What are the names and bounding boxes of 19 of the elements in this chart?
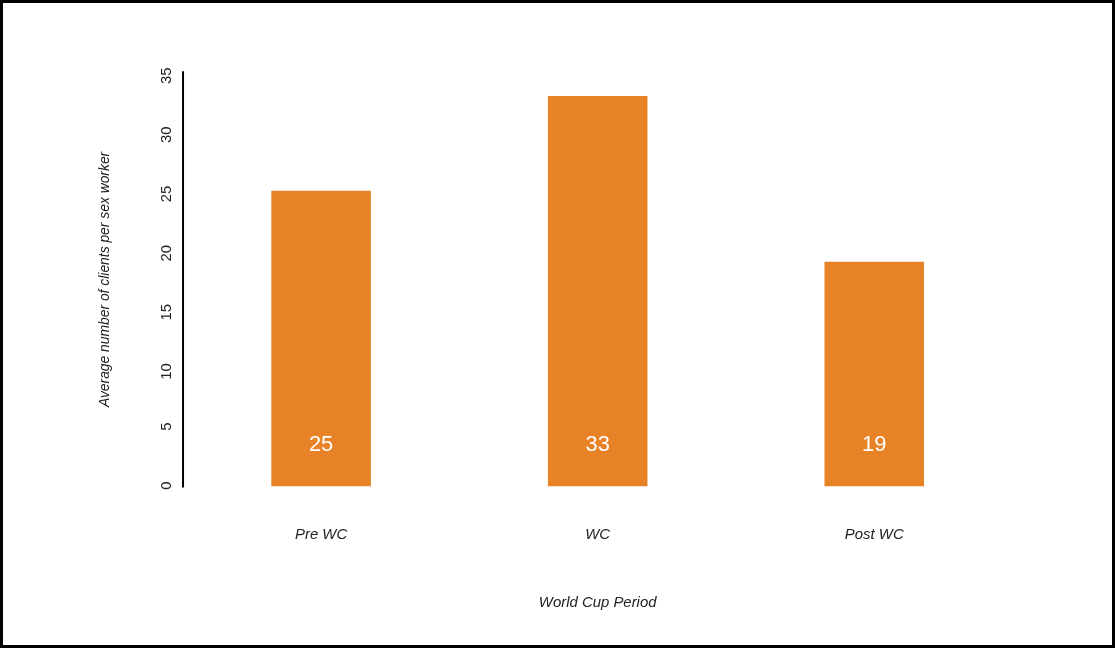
y-tick-label: 5 — [158, 422, 175, 431]
x-axis-title: World Cup Period — [538, 593, 658, 610]
bar — [824, 261, 925, 487]
y-tick-label: 20 — [158, 244, 175, 262]
y-axis-title: Average number of clients per sex worker — [95, 150, 112, 409]
x-tick-label: WC — [585, 526, 611, 543]
y-tick-label: 10 — [158, 363, 175, 380]
bar — [547, 96, 648, 487]
data-label: 33 — [585, 430, 610, 456]
y-tick-label: 35 — [158, 67, 175, 84]
bar — [271, 190, 371, 487]
y-tick-label: 15 — [158, 304, 175, 321]
x-tick-label: Pre WC — [295, 526, 348, 543]
data-label: 25 — [308, 430, 334, 456]
y-tick-label: 30 — [158, 126, 175, 144]
y-tick-label: 25 — [158, 185, 175, 203]
y-tick-label: 0 — [158, 481, 175, 490]
x-tick-label: Post WC — [844, 526, 904, 543]
data-label: 19 — [862, 430, 887, 456]
